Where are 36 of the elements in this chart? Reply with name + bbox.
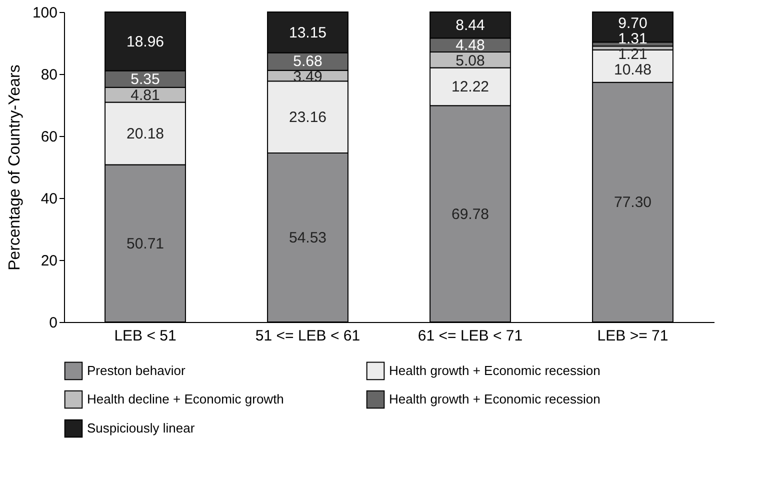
data-label: 1.31 [618, 30, 648, 48]
x-tick-label: LEB < 51 [114, 328, 176, 344]
data-label: 9.70 [618, 15, 648, 32]
y-tick-label: 80 [40, 66, 58, 84]
data-label: 1.21 [618, 46, 648, 64]
legend-label: Health growth + Economic recession [389, 392, 600, 406]
data-label: 5.08 [456, 52, 485, 70]
y-axis-title: Percentage of Country-Years [6, 64, 24, 270]
data-label: 69.78 [451, 206, 490, 223]
legend-label: Suspiciously linear [87, 420, 196, 436]
bar [592, 12, 674, 43]
data-label: 23.16 [288, 109, 327, 126]
x-tick-label: LEB >= 71 [597, 328, 668, 344]
data-label: 5.35 [130, 71, 160, 88]
data-label: 5.68 [293, 52, 322, 70]
legend-label: Health growth + Economic recession [389, 362, 600, 378]
data-label: 10.48 [614, 62, 652, 79]
x-tick-label: 61 <= LEB < 71 [418, 328, 523, 344]
x-tick-label: 51 <= LEB < 61 [255, 328, 360, 344]
y-tick-label: 0 [49, 314, 58, 332]
y-tick-label: 20 [40, 252, 58, 270]
y-tick-label: 100 [32, 4, 58, 22]
data-label: 4.48 [456, 36, 485, 54]
data-label: 18.96 [126, 33, 164, 50]
data-label: 12.22 [451, 78, 490, 96]
legend-label: Health decline + Economic growth [87, 392, 284, 406]
data-label: 50.71 [126, 235, 164, 252]
data-label: 77.30 [614, 194, 652, 212]
legend-label: Preston behavior [87, 362, 186, 378]
y-tick-label: 40 [40, 190, 58, 208]
data-label: 20.18 [126, 126, 164, 143]
data-label: 54.53 [288, 229, 327, 246]
data-label: 8.44 [456, 17, 485, 34]
y-tick-label: 60 [40, 128, 58, 146]
data-label: 4.81 [130, 86, 160, 104]
data-label: 13.15 [288, 24, 327, 42]
